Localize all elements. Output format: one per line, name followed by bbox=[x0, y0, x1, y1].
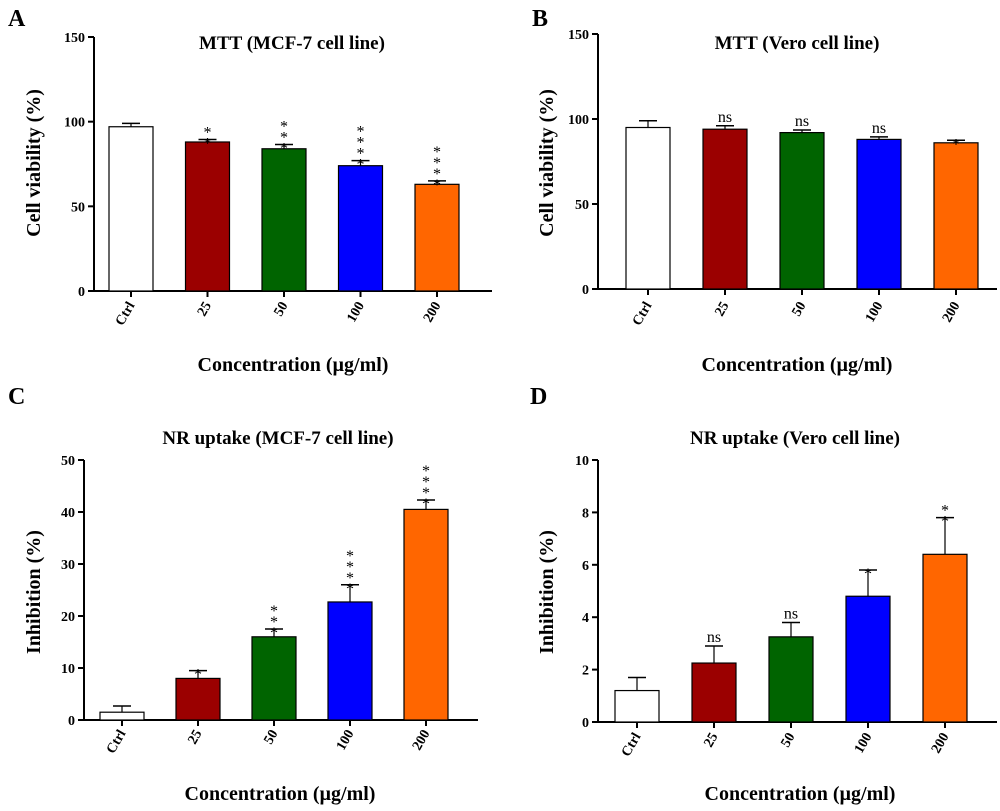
y-tick-label: 10 bbox=[61, 662, 75, 677]
panel-letter-a: A bbox=[8, 6, 26, 32]
y-tick-label: 0 bbox=[582, 283, 589, 298]
x-tick-label: 50 bbox=[261, 728, 281, 748]
significance-label: * * * * bbox=[346, 548, 354, 598]
y-tick-label: 0 bbox=[78, 285, 85, 300]
y-tick-label: 50 bbox=[71, 200, 85, 215]
y-tick-label: 30 bbox=[61, 558, 75, 573]
y-tick-label: 150 bbox=[64, 31, 85, 46]
significance-label: ns bbox=[718, 109, 732, 126]
significance-label: * * * * bbox=[433, 144, 441, 194]
significance-label: * bbox=[864, 566, 872, 583]
y-tick-label: 50 bbox=[575, 198, 589, 213]
significance-label: * bbox=[952, 136, 960, 153]
panel-d: D NR uptake (Vero cell line) Inhibition … bbox=[530, 384, 997, 805]
x-axis-label-c: Concentration (µg/ml) bbox=[185, 783, 376, 805]
bar bbox=[261, 148, 307, 292]
bar bbox=[414, 183, 460, 292]
significance-label: * * * bbox=[280, 119, 288, 158]
x-axis-label-a: Concentration (µg/ml) bbox=[198, 354, 389, 376]
significance-label: * * bbox=[204, 124, 212, 152]
x-tick-label: 100 bbox=[863, 300, 886, 326]
x-tick-label: 200 bbox=[929, 731, 952, 757]
x-tick-label: 50 bbox=[789, 300, 809, 320]
y-tick-label: 10 bbox=[575, 454, 589, 469]
panel-letter-b: B bbox=[532, 6, 548, 32]
significance-label: * * * * bbox=[422, 463, 430, 513]
x-tick-label: Ctrl bbox=[619, 730, 644, 759]
bar bbox=[845, 595, 891, 723]
x-tick-label: 200 bbox=[410, 728, 433, 754]
significance-label: * * * bbox=[270, 603, 278, 642]
bar bbox=[108, 126, 154, 292]
x-tick-label: Ctrl bbox=[104, 727, 129, 756]
y-tick-label: 100 bbox=[568, 113, 589, 128]
significance-label: ns bbox=[795, 113, 809, 130]
y-tick-label: 50 bbox=[61, 454, 75, 469]
y-tick-label: 4 bbox=[582, 611, 589, 626]
significance-label: ns bbox=[784, 605, 798, 622]
y-tick-label: 6 bbox=[582, 559, 589, 574]
x-tick-label: 25 bbox=[712, 300, 732, 320]
bar bbox=[184, 141, 231, 292]
x-tick-label: 25 bbox=[195, 300, 215, 320]
bar bbox=[327, 601, 373, 721]
x-tick-label: Ctrl bbox=[630, 299, 655, 328]
x-tick-label: 100 bbox=[344, 300, 367, 326]
significance-label: ns bbox=[872, 120, 886, 137]
panel-c: C NR uptake (MCF-7 cell line) Inhibition… bbox=[8, 384, 478, 805]
x-tick-label: 50 bbox=[778, 731, 798, 751]
y-tick-label: 100 bbox=[64, 116, 85, 131]
chart-title-b: MTT (Vero cell line) bbox=[715, 33, 880, 54]
x-axis-label-b: Concentration (µg/ml) bbox=[702, 354, 893, 376]
y-axis-label-a: Cell viability (%) bbox=[23, 89, 45, 237]
panel-letter-d: D bbox=[530, 384, 547, 410]
y-axis-label-d: Inhibition (%) bbox=[536, 530, 558, 654]
bar bbox=[403, 508, 449, 721]
y-tick-label: 8 bbox=[582, 506, 589, 521]
chart-title-c: NR uptake (MCF-7 cell line) bbox=[162, 428, 393, 449]
bar bbox=[175, 677, 221, 721]
y-tick-label: 0 bbox=[582, 716, 589, 731]
bar bbox=[856, 138, 902, 290]
significance-label: * * * * bbox=[357, 124, 365, 174]
panel-letter-c: C bbox=[8, 384, 25, 410]
bar bbox=[337, 165, 384, 292]
x-tick-label: Ctrl bbox=[113, 299, 138, 328]
y-axis-label-c: Inhibition (%) bbox=[23, 530, 45, 654]
bar bbox=[99, 711, 145, 721]
bar bbox=[779, 132, 825, 290]
significance-label: * * bbox=[941, 503, 949, 531]
panel-a: A MTT (MCF-7 cell line) Cell viability (… bbox=[8, 6, 492, 376]
x-tick-label: 200 bbox=[421, 300, 444, 326]
bar bbox=[702, 128, 748, 290]
y-tick-label: 40 bbox=[61, 506, 75, 521]
x-tick-label: 200 bbox=[940, 300, 963, 326]
chart-title-a: MTT (MCF-7 cell line) bbox=[199, 33, 385, 54]
bar bbox=[625, 126, 671, 290]
bar bbox=[933, 142, 979, 290]
y-tick-label: 2 bbox=[582, 664, 589, 679]
bar bbox=[691, 662, 737, 723]
bar bbox=[922, 553, 968, 723]
significance-label: ns bbox=[707, 629, 721, 646]
bar bbox=[251, 636, 297, 721]
y-axis-label-b: Cell viability (%) bbox=[536, 89, 558, 237]
x-axis-label-d: Concentration (µg/ml) bbox=[705, 783, 896, 805]
y-tick-label: 0 bbox=[68, 714, 75, 729]
x-tick-label: 100 bbox=[334, 728, 357, 754]
x-tick-label: 25 bbox=[185, 728, 205, 748]
panel-b: B MTT (Vero cell line) Cell viability (%… bbox=[532, 6, 997, 376]
y-tick-label: 20 bbox=[61, 610, 75, 625]
y-tick-label: 150 bbox=[568, 28, 589, 43]
chart-title-d: NR uptake (Vero cell line) bbox=[690, 428, 900, 449]
x-tick-label: 50 bbox=[271, 300, 291, 320]
x-tick-label: 25 bbox=[701, 731, 721, 751]
bar bbox=[768, 636, 814, 723]
bar bbox=[614, 689, 660, 723]
significance-label: * bbox=[194, 667, 202, 684]
x-tick-label: 100 bbox=[852, 731, 875, 757]
